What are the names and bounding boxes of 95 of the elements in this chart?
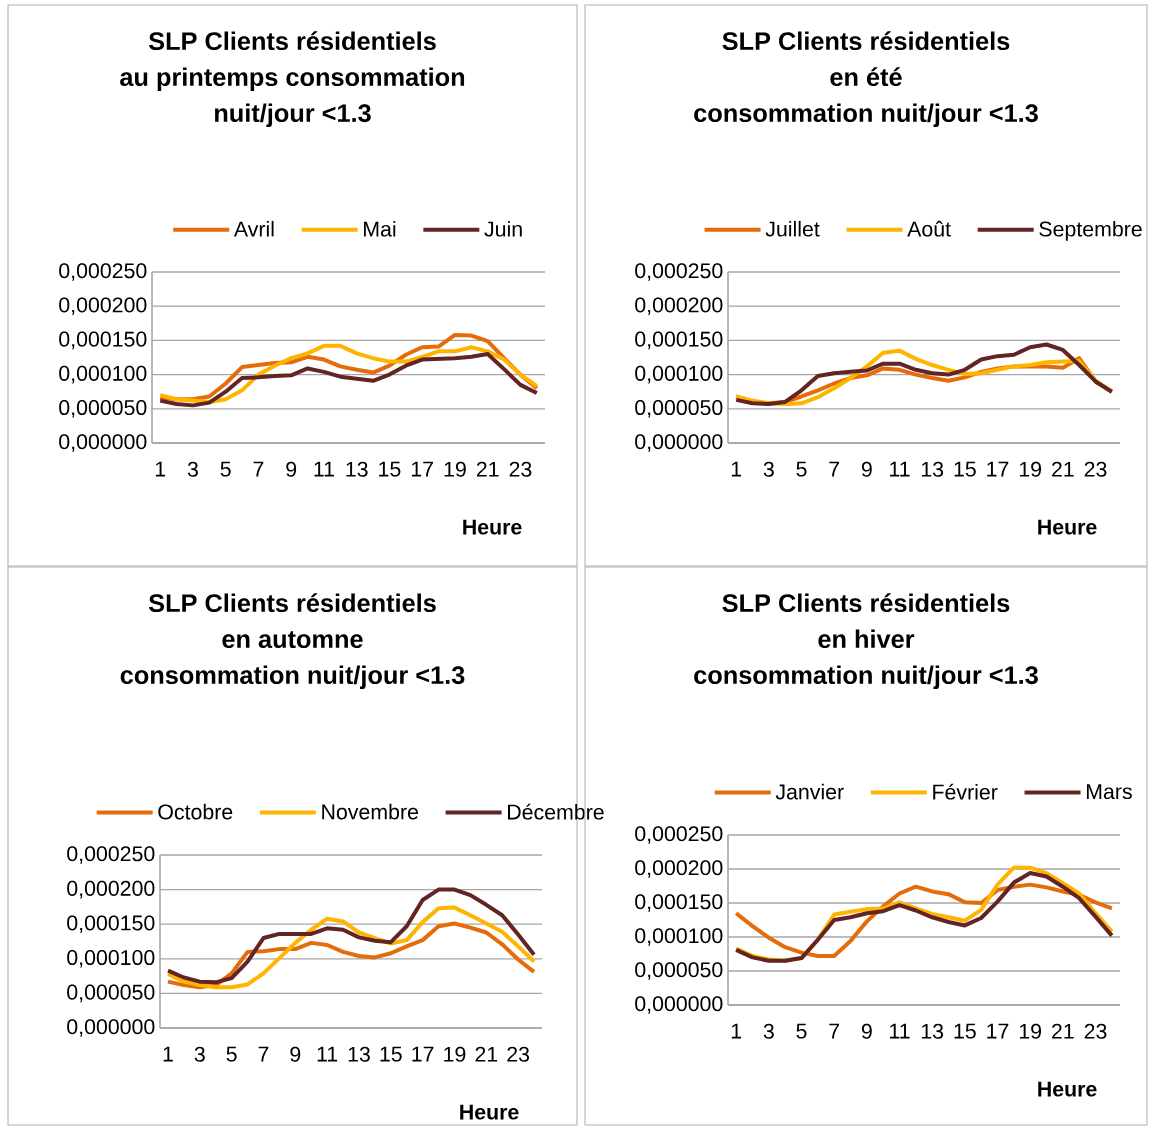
x-tick-label: 23 [1084, 461, 1107, 477]
y-tick-label: 0,000200 [635, 860, 723, 878]
x-tick-label: 17 [411, 461, 433, 477]
x-tick-label: 9 [861, 1023, 872, 1039]
legend-label: Août [907, 220, 951, 237]
chart-title: SLP Clients résidentiels en hiver consommation nuit/jour <1.3 [694, 593, 1038, 690]
line-series [158, 343, 539, 404]
x-tick-label: 7 [829, 461, 840, 477]
x-tick-label: 5 [220, 461, 231, 477]
x-tick-label: 13 [921, 1023, 944, 1039]
x-tick-label: 21 [475, 1046, 498, 1062]
y-tick-label: 0,000000 [67, 1019, 155, 1037]
x-tick-label: 5 [226, 1046, 237, 1062]
x-tick-label: 1 [731, 461, 742, 477]
x-axis-title: Heure [1038, 519, 1097, 535]
x-tick-label: 5 [796, 461, 807, 477]
x-tick-label: 23 [509, 461, 532, 477]
x-tick-label: 3 [194, 1046, 205, 1062]
legend-label: Juin [484, 220, 522, 237]
x-tick-label: 15 [380, 1046, 402, 1062]
y-tick-label: 0,000100 [67, 949, 155, 968]
x-axis-title: Heure [460, 1104, 519, 1120]
x-tick-label: 11 [317, 1046, 338, 1062]
x-tick-label: 7 [253, 461, 264, 477]
y-tick-label: 0,000250 [635, 263, 723, 281]
y-tick-label: 0,000100 [59, 365, 147, 384]
x-tick-label: 13 [348, 1046, 370, 1062]
x-tick-label: 15 [954, 461, 976, 477]
x-tick-label: 3 [187, 461, 198, 477]
x-tick-label: 21 [476, 461, 499, 477]
legend-label: Mars [1086, 784, 1132, 800]
legend-label: Avril [233, 220, 274, 237]
x-tick-label: 17 [987, 461, 1009, 477]
y-tick-label: 0,000000 [635, 996, 723, 1014]
y-tick-label: 0,000200 [635, 297, 723, 315]
legend-label: Février [933, 783, 998, 800]
y-tick-label: 0,000150 [67, 915, 155, 933]
x-tick-label: 9 [861, 461, 872, 477]
x-tick-label: 19 [1019, 1023, 1042, 1039]
y-tick-label: 0,000250 [635, 826, 723, 844]
y-tick-label: 0,000150 [635, 331, 723, 350]
line-series [165, 921, 537, 990]
x-tick-label: 17 [987, 1023, 1009, 1039]
x-tick-label: 3 [763, 1023, 774, 1039]
chart-title: SLP Clients résidentiels en automne consommation nuit/jour <1.3 [120, 593, 465, 690]
x-tick-label: 19 [444, 461, 466, 477]
legend-label: Décembre [508, 803, 604, 820]
x-tick-label: 17 [412, 1046, 434, 1062]
x-tick-label: 15 [954, 1023, 976, 1039]
x-tick-label: 15 [379, 461, 401, 477]
x-tick-label: 1 [731, 1023, 742, 1039]
x-tick-label: 23 [1084, 1023, 1107, 1039]
y-tick-label: 0,000150 [59, 331, 147, 350]
x-tick-label: 23 [507, 1046, 530, 1062]
x-tick-label: 21 [1052, 461, 1074, 477]
x-tick-label: 19 [1019, 461, 1042, 477]
y-tick-label: 0,000100 [635, 928, 723, 946]
x-tick-label: 9 [286, 461, 297, 477]
x-tick-label: 13 [921, 461, 944, 477]
x-tick-label: 19 [444, 1046, 466, 1062]
legend-label: Septembre [1039, 220, 1142, 241]
y-tick-label: 0,000050 [59, 400, 147, 418]
x-tick-label: 13 [346, 461, 368, 477]
x-tick-label: 1 [163, 1046, 173, 1062]
y-tick-label: 0,000100 [635, 365, 723, 384]
legend-label: Novembre [322, 803, 418, 820]
x-tick-label: 1 [155, 461, 166, 477]
line-series [165, 905, 537, 990]
x-tick-label: 11 [314, 461, 334, 477]
x-axis-title: Heure [463, 519, 522, 535]
x-tick-label: 11 [890, 461, 910, 477]
x-tick-label: 7 [829, 1023, 840, 1039]
x-tick-label: 3 [763, 461, 774, 477]
y-tick-label: 0,000050 [635, 400, 723, 418]
x-tick-label: 11 [890, 1023, 910, 1039]
legend-label: Mai [364, 220, 396, 237]
y-tick-label: 0,000200 [59, 297, 147, 315]
chart-title: SLP Clients résidentiels en été consommation nuit/jour <1.3 [694, 31, 1038, 128]
y-tick-label: 0,000000 [59, 434, 147, 452]
x-tick-label: 21 [1052, 1023, 1074, 1039]
x-tick-label: 9 [290, 1046, 301, 1062]
y-tick-label: 0,000150 [635, 894, 723, 912]
legend-label: Juillet [765, 220, 820, 237]
y-tick-label: 0,000000 [635, 434, 723, 452]
y-tick-label: 0,000050 [67, 984, 155, 1003]
chart-title: SLP Clients résidentiels au printemps consommation nuit/jour <1.3 [120, 31, 465, 128]
y-tick-label: 0,000250 [59, 263, 147, 281]
y-tick-label: 0,000200 [67, 880, 155, 899]
x-tick-label: 7 [258, 1046, 269, 1062]
y-tick-label: 0,000050 [635, 962, 723, 980]
legend-label: Octobre [158, 803, 233, 820]
x-axis-title: Heure [1038, 1081, 1097, 1097]
y-tick-label: 0,000250 [67, 846, 155, 864]
x-tick-label: 5 [796, 1023, 807, 1039]
legend-label: Janvier [775, 783, 844, 800]
